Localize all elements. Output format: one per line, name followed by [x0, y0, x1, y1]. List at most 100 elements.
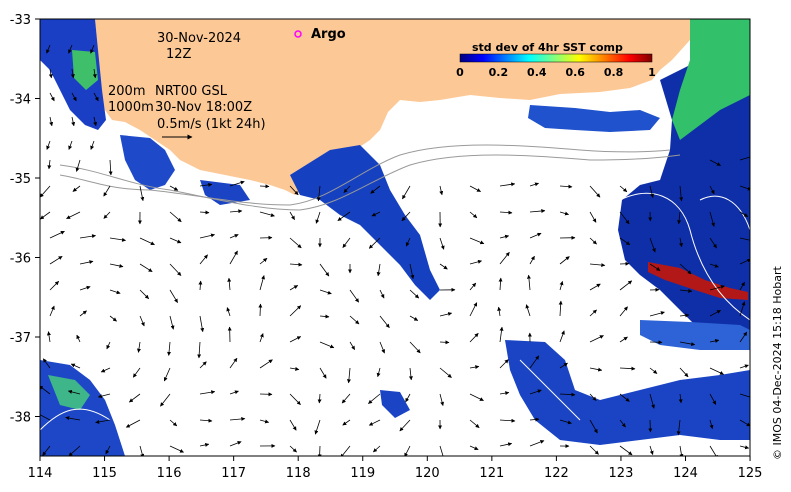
sst-patch-cape — [120, 135, 175, 190]
current-vector-arrow — [678, 393, 683, 404]
current-vector-arrow — [49, 255, 63, 265]
current-vector-arrow — [70, 363, 81, 369]
current-vector-arrow — [499, 251, 510, 265]
current-vector-arrow — [709, 419, 714, 430]
current-vector-arrow — [259, 184, 270, 189]
current-vector-arrow — [525, 304, 531, 317]
current-vector-arrow — [199, 390, 216, 395]
current-vector-arrow — [589, 419, 598, 434]
current-vector-arrow — [40, 412, 51, 421]
x-tick-label: 116 — [157, 466, 182, 481]
current-vector-arrow — [649, 311, 665, 317]
current-vector-arrow — [589, 237, 597, 245]
current-vector-arrow — [439, 263, 448, 270]
x-axis-ticks: 114 115 116 117 118 119 120 121 122 123 124 125 — [28, 456, 762, 481]
current-vector-arrow — [499, 210, 513, 215]
current-vector-arrow — [169, 263, 182, 276]
colorbar-tick-label: 0.8 — [604, 66, 624, 79]
current-vector-arrow — [70, 68, 75, 79]
current-vector-arrow — [469, 393, 484, 401]
current-vector-arrow — [619, 237, 631, 246]
x-tick-label: 124 — [673, 466, 698, 481]
current-vector-arrow — [199, 210, 210, 215]
current-vector-arrow — [259, 359, 273, 369]
current-vector-arrow — [739, 211, 749, 217]
current-vector-arrow — [739, 393, 750, 398]
argo-legend-label: Argo — [311, 27, 346, 42]
current-vector-arrow — [132, 367, 141, 378]
current-vector-arrow — [342, 419, 351, 426]
current-vector-arrow — [376, 263, 381, 277]
current-vector-arrow — [499, 391, 510, 396]
current-vector-arrow — [679, 367, 689, 378]
current-vector-arrow — [739, 258, 750, 265]
current-vector-arrow — [376, 367, 381, 378]
current-vectors — [40, 44, 750, 456]
current-vector-arrow — [409, 289, 420, 299]
current-vector-arrow — [139, 263, 153, 273]
current-vector-arrow — [589, 445, 599, 455]
current-vector-arrow — [409, 263, 415, 280]
colorbar-tick-label: 0.6 — [565, 66, 585, 79]
sst-patch-red-front — [648, 262, 748, 300]
current-vector-arrow — [559, 330, 565, 343]
current-vector-arrow — [739, 364, 749, 369]
current-vector-arrow — [289, 445, 297, 453]
current-vector-arrow — [368, 393, 381, 404]
plot-frame — [39, 18, 751, 457]
current-vector-arrow — [349, 289, 360, 303]
y-tick-label: -34 — [10, 93, 31, 108]
isotherm-2 — [699, 195, 750, 231]
current-vector-arrow — [47, 159, 52, 170]
x-tick-label: 115 — [92, 466, 117, 481]
colorbar-tick-label: 0 — [456, 66, 464, 79]
current-vector-arrow — [559, 362, 568, 369]
current-vector-arrow — [79, 260, 94, 265]
current-vector-arrow — [105, 445, 111, 455]
land-mass — [95, 19, 700, 195]
current-vector-arrow — [199, 315, 205, 333]
current-vector-arrow — [169, 237, 182, 244]
current-vector-arrow — [439, 367, 452, 378]
current-vector-arrow — [103, 211, 111, 219]
current-vector-arrow — [199, 233, 215, 239]
current-vector-arrow — [679, 185, 684, 202]
current-vector-arrow — [402, 185, 411, 200]
current-vector-arrow — [679, 313, 690, 318]
current-vector-arrow — [409, 315, 419, 321]
current-vector-arrow — [289, 285, 299, 291]
current-vector-arrow — [289, 393, 301, 405]
colorbar-title: std dev of 4hr SST comp — [472, 41, 623, 54]
current-vector-arrow — [48, 68, 53, 79]
current-vector-arrow — [42, 445, 51, 456]
current-vector-arrow — [649, 237, 656, 253]
colorbar-gradient — [459, 53, 653, 63]
current-vector-arrow — [42, 358, 51, 369]
current-vector-arrow — [589, 393, 597, 401]
current-vector-arrow — [739, 237, 750, 241]
isobath-1000m — [59, 154, 681, 211]
current-vector-arrow — [289, 185, 299, 196]
current-vector-arrow — [368, 419, 381, 426]
current-vector-arrow — [677, 211, 682, 225]
current-vector-arrow — [169, 185, 179, 191]
x-tick-label: 118 — [286, 466, 311, 481]
current-vector-arrow — [199, 442, 210, 447]
current-vector-arrow — [529, 255, 535, 265]
current-vector-arrow — [128, 393, 141, 403]
current-vector-arrow — [40, 185, 51, 198]
current-vector-arrow — [498, 277, 503, 291]
argo-float-marker — [294, 30, 302, 38]
current-vector-arrow — [49, 305, 55, 317]
colorbar-tick-label: 0.4 — [527, 66, 547, 79]
current-vector-arrow — [371, 211, 381, 217]
y-axis-ticks: -33 -34 -35 -36 -37 -38 — [10, 13, 40, 426]
current-vector-arrow — [405, 393, 411, 403]
current-vector-arrow — [499, 359, 509, 369]
current-vector-arrow — [469, 445, 479, 450]
x-tick-label: 120 — [415, 466, 440, 481]
current-vector-arrow — [469, 185, 481, 192]
current-vector-arrow — [109, 263, 124, 268]
current-vector-arrow — [526, 274, 531, 291]
